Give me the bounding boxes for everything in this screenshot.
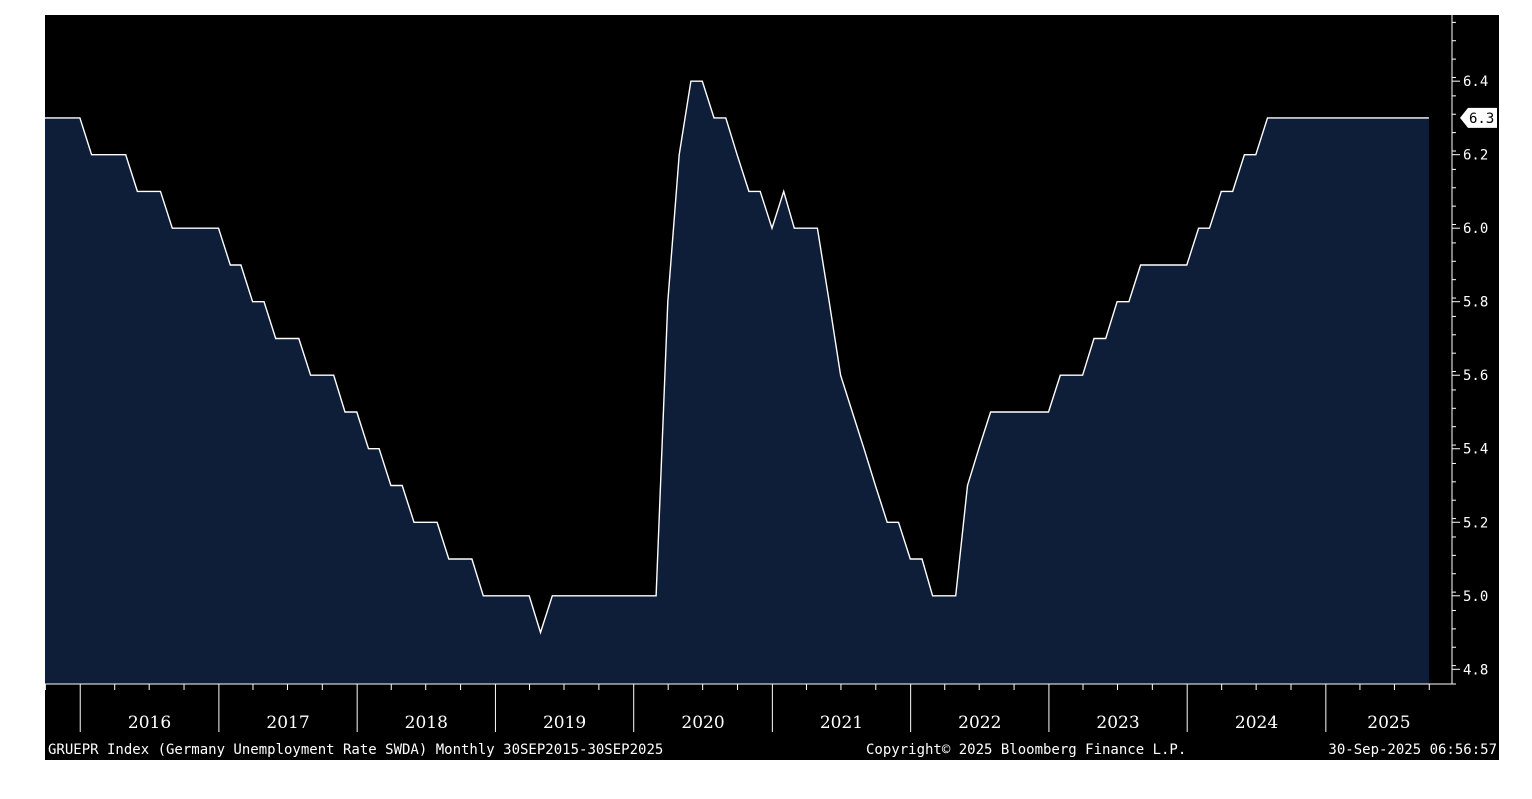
footer-timestamp: 30-Sep-2025 06:56:57 bbox=[1328, 742, 1497, 758]
y-tick-label: 5.4 bbox=[1463, 442, 1488, 458]
y-tick-label: 4.8 bbox=[1463, 662, 1488, 678]
footer-copyright: Copyright© 2025 Bloomberg Finance L.P. bbox=[866, 742, 1186, 758]
x-tick-label: 2016 bbox=[128, 713, 171, 733]
footer-source: GRUEPR Index (Germany Unemployment Rate … bbox=[48, 742, 663, 758]
y-tick-label: 6.4 bbox=[1463, 74, 1488, 90]
x-tick-label: 2018 bbox=[405, 713, 448, 733]
x-tick-label: 2023 bbox=[1096, 713, 1139, 733]
x-tick-label: 2019 bbox=[543, 713, 586, 733]
y-tick-label: 5.0 bbox=[1463, 589, 1488, 605]
x-tick-label: 2022 bbox=[958, 713, 1001, 733]
x-tick-label: 2020 bbox=[681, 713, 724, 733]
x-tick-label: 2025 bbox=[1367, 713, 1410, 733]
x-tick-label: 2017 bbox=[266, 713, 309, 733]
y-tick-label: 5.2 bbox=[1463, 515, 1488, 531]
y-tick-label: 6.0 bbox=[1463, 221, 1488, 237]
last-value-label: 6.3 bbox=[1469, 111, 1494, 127]
x-tick-label: 2024 bbox=[1235, 713, 1278, 733]
y-tick-label: 5.8 bbox=[1463, 295, 1488, 311]
y-tick-label: 6.2 bbox=[1463, 148, 1488, 164]
x-tick-label: 2021 bbox=[820, 713, 863, 733]
y-tick-label: 5.6 bbox=[1463, 368, 1488, 384]
